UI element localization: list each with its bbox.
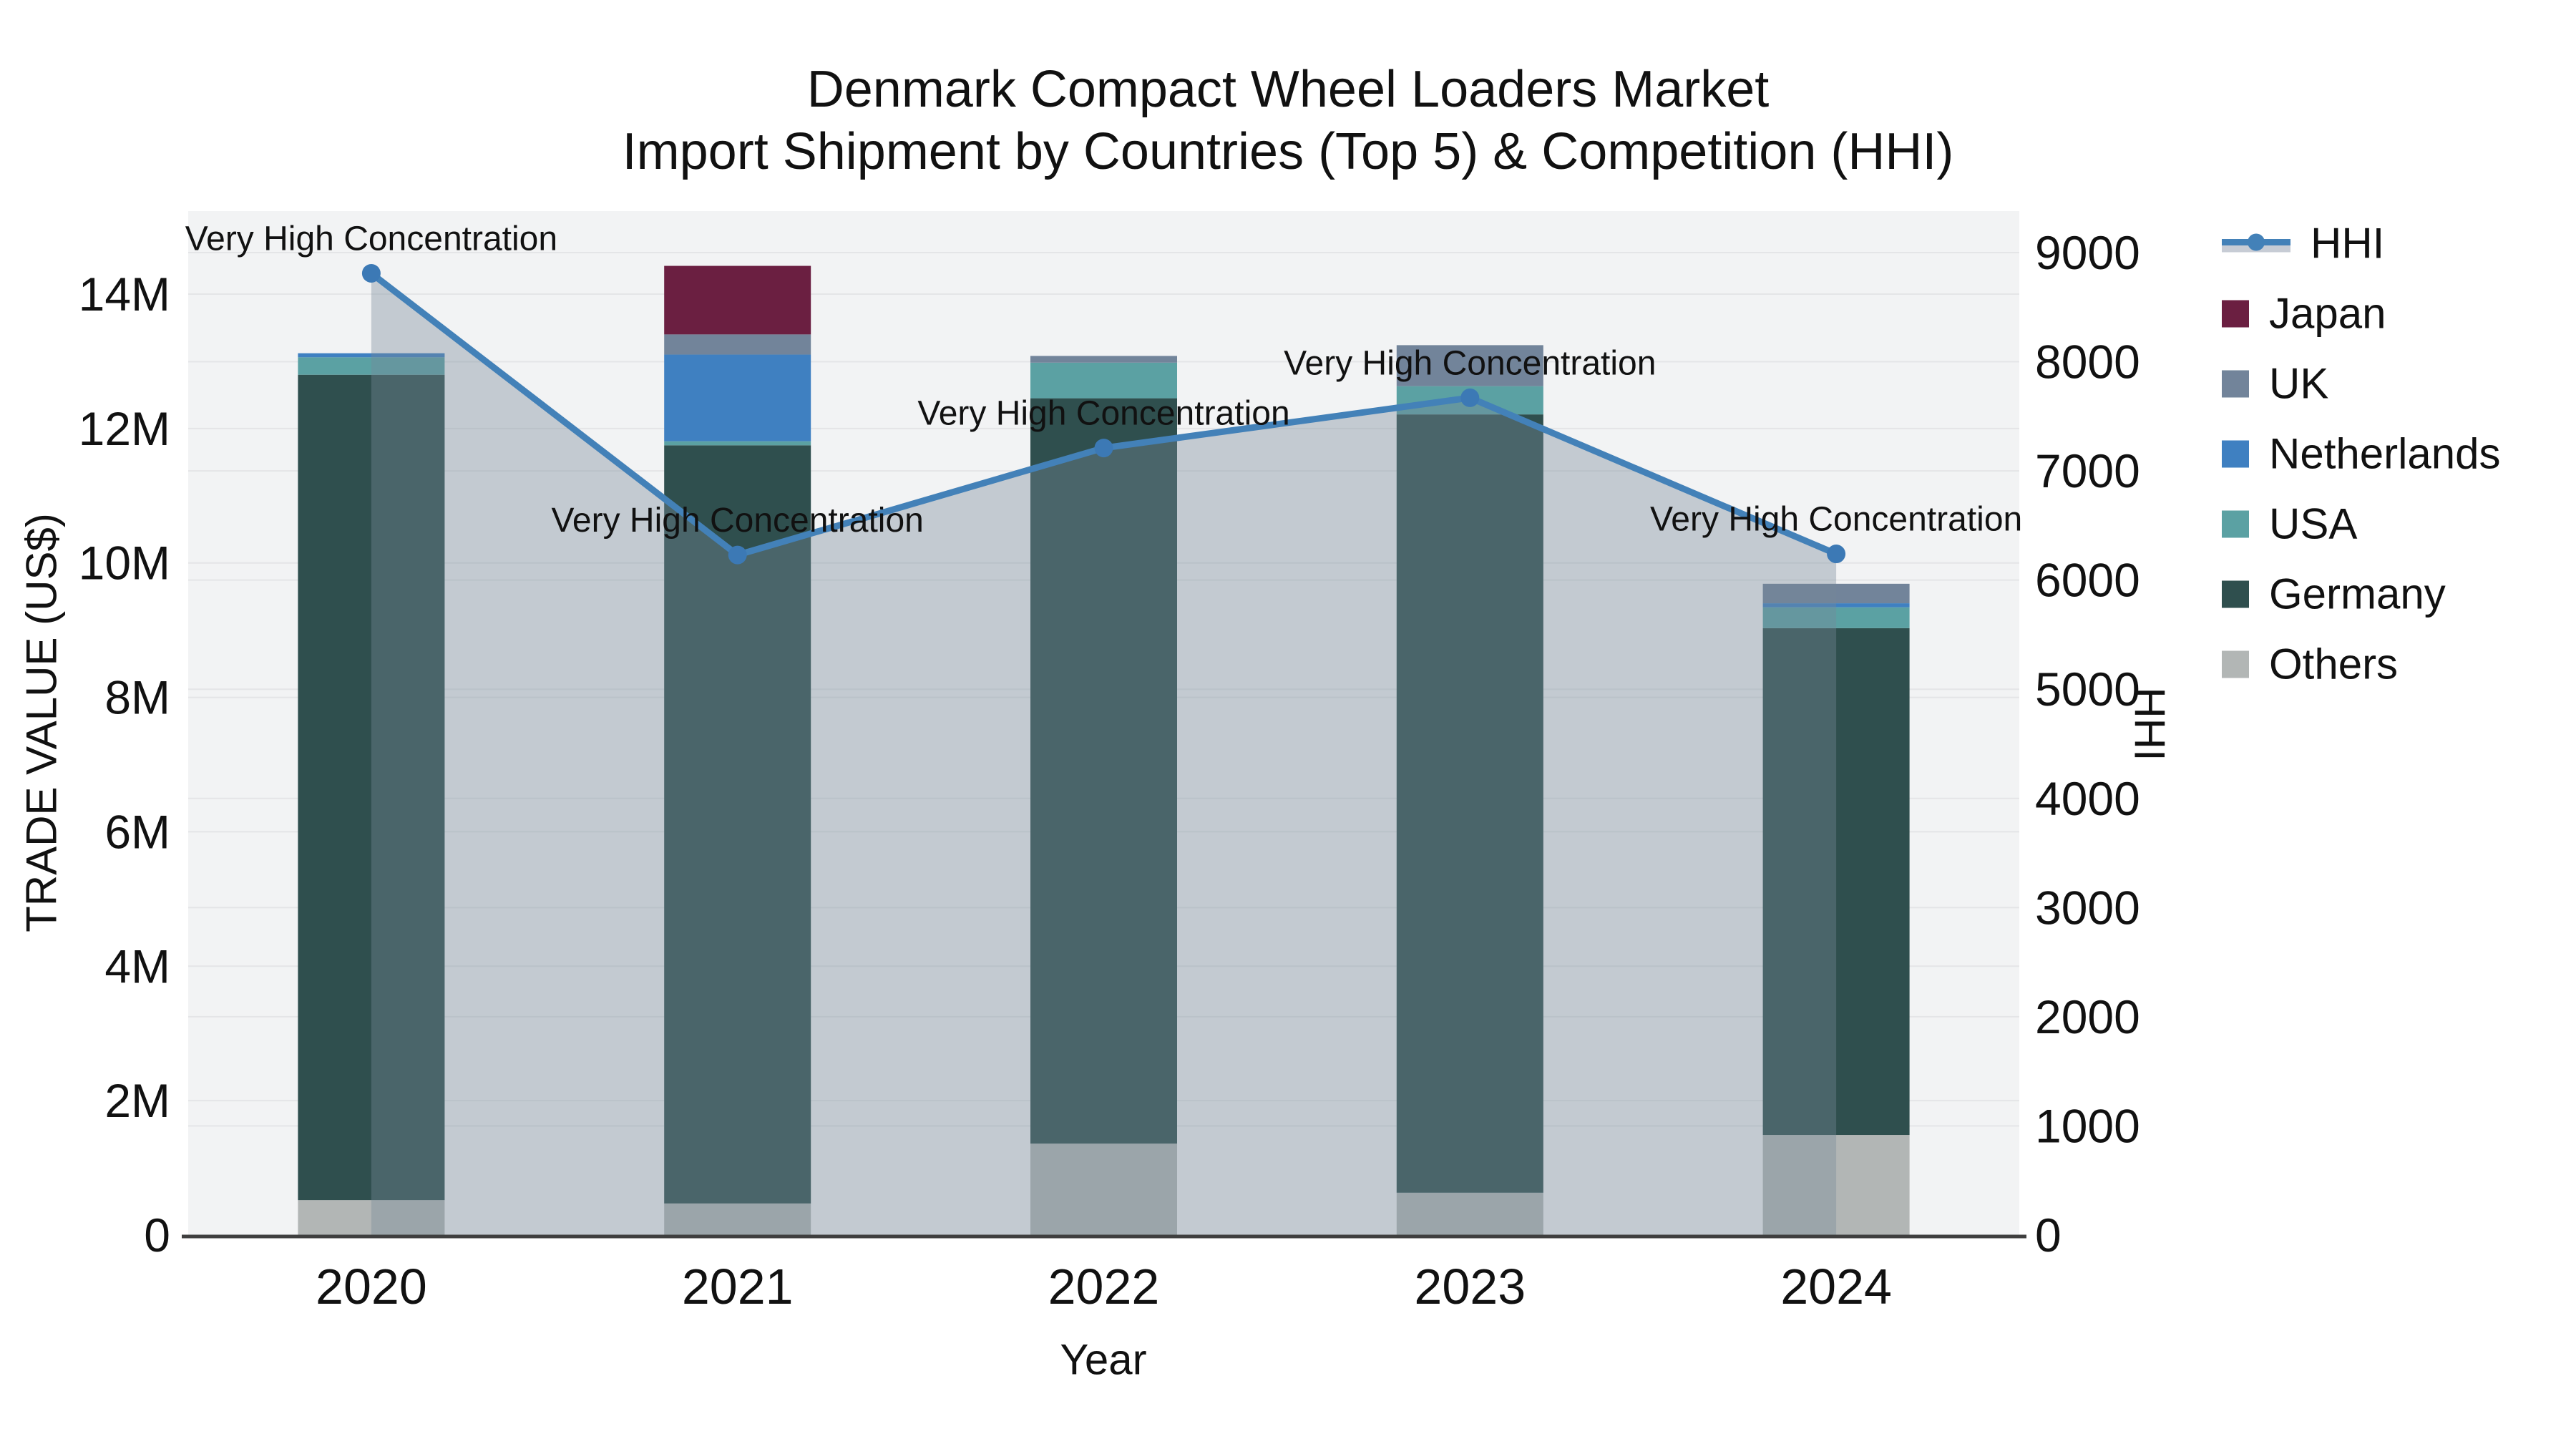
legend-swatch-icon [2222, 370, 2249, 397]
x-tick-2020: 2020 [316, 1259, 427, 1314]
y-right-tick-2000: 2000 [2035, 990, 2140, 1043]
bar-segment-others-2024[interactable] [1762, 1135, 1910, 1235]
bar-segment-uk-2023[interactable] [1396, 345, 1543, 386]
bar-segment-usa-2021[interactable] [664, 441, 811, 446]
bar-segment-germany-2022[interactable] [1030, 398, 1177, 1144]
y-right-tick-7000: 7000 [2035, 444, 2140, 497]
legend-item-germany[interactable]: Germany [2222, 570, 2446, 619]
annotation-2021: Very High Concentration [552, 502, 924, 540]
legend-label: USA [2269, 499, 2358, 548]
y-left-tick-4M: 4M [104, 940, 170, 992]
hhi-marker-2021[interactable] [728, 545, 747, 565]
y-right-tick-1000: 1000 [2035, 1099, 2140, 1152]
legend-item-netherlands[interactable]: Netherlands [2222, 429, 2501, 479]
y-left-tick-0: 0 [144, 1209, 170, 1262]
legend-label: Others [2269, 640, 2399, 688]
bar-segment-germany-2024[interactable] [1762, 628, 1910, 1136]
hhi-marker-2024[interactable] [1827, 545, 1846, 564]
legend-item-uk[interactable]: UK [2222, 359, 2328, 409]
legend-label: Netherlands [2269, 429, 2501, 478]
annotation-2020: Very High Concentration [185, 220, 557, 258]
bar-segment-usa-2024[interactable] [1762, 607, 1910, 628]
legend-swatch-icon [2222, 580, 2249, 608]
legend-swatch-icon [2222, 300, 2249, 327]
bar-segment-uk-2024[interactable] [1762, 583, 1910, 604]
bar-segment-netherlands-2021[interactable] [664, 354, 811, 441]
hhi-marker-2020[interactable] [361, 263, 381, 283]
legend-swatch-icon [2222, 650, 2249, 678]
hhi-marker-2022[interactable] [1094, 439, 1113, 458]
y-right-tick-4000: 4000 [2035, 772, 2140, 825]
y-right-tick-6000: 6000 [2035, 554, 2140, 607]
y-right-tick-5000: 5000 [2035, 663, 2140, 716]
legend-item-others[interactable]: Others [2222, 640, 2398, 689]
y-left-tick-10M: 10M [79, 537, 170, 590]
x-tick-2023: 2023 [1414, 1259, 1526, 1314]
bar-segment-usa-2020[interactable] [298, 357, 445, 375]
legend-label: UK [2269, 359, 2329, 408]
bar-segment-others-2020[interactable] [298, 1200, 445, 1235]
bar-segment-uk-2021[interactable] [664, 334, 811, 355]
y-right-tick-8000: 8000 [2035, 336, 2140, 389]
annotation-2023: Very High Concentration [1284, 344, 1656, 382]
y-right-axis-title: HHI [2125, 687, 2174, 761]
y-left-tick-2M: 2M [104, 1074, 170, 1127]
hhi-line-swatch-icon [2222, 233, 2290, 252]
legend-label: Japan [2269, 289, 2386, 338]
y-right-tick-3000: 3000 [2035, 881, 2140, 934]
legend-label: HHI [2311, 219, 2385, 268]
legend-label: Germany [2269, 570, 2446, 618]
x-axis-title: Year [1060, 1335, 1147, 1384]
chart-title-line2: Import Shipment by Countries (Top 5) & C… [622, 123, 1954, 180]
bar-segment-germany-2021[interactable] [664, 445, 811, 1204]
chart-title-line1: Denmark Compact Wheel Loaders Market [806, 61, 1770, 118]
bar-segment-germany-2020[interactable] [298, 374, 445, 1201]
y-right-tick-0: 0 [2035, 1209, 2062, 1262]
bar-segment-others-2022[interactable] [1030, 1143, 1177, 1235]
y-left-tick-12M: 12M [79, 402, 170, 455]
y-left-tick-8M: 8M [104, 671, 170, 724]
x-tick-2021: 2021 [682, 1259, 794, 1314]
annotation-2022: Very High Concentration [917, 395, 1289, 433]
y-right-tick-9000: 9000 [2035, 226, 2140, 279]
bar-segment-germany-2023[interactable] [1396, 414, 1543, 1193]
x-tick-2022: 2022 [1048, 1259, 1160, 1314]
legend-item-japan[interactable]: Japan [2222, 289, 2386, 338]
x-tick-2024: 2024 [1780, 1259, 1892, 1314]
legend-item-hhi[interactable]: HHI [2222, 219, 2384, 268]
annotation-2024: Very High Concentration [1650, 501, 2022, 539]
bar-segment-japan-2021[interactable] [664, 265, 811, 335]
bar-segment-usa-2022[interactable] [1030, 362, 1177, 399]
hhi-area [371, 273, 1837, 1235]
y-left-tick-6M: 6M [104, 805, 170, 858]
legend-swatch-icon [2222, 510, 2249, 537]
bar-segment-others-2021[interactable] [664, 1203, 811, 1235]
y-left-tick-14M: 14M [79, 268, 170, 321]
legend-item-usa[interactable]: USA [2222, 499, 2357, 549]
legend-swatch-icon [2222, 440, 2249, 467]
bar-segment-netherlands-2020[interactable] [298, 353, 445, 358]
hhi-marker-2023[interactable] [1460, 388, 1480, 407]
bar-segment-others-2023[interactable] [1396, 1192, 1543, 1235]
bar-segment-netherlands-2024[interactable] [1762, 603, 1910, 608]
bar-segment-uk-2022[interactable] [1030, 356, 1177, 363]
y-left-axis-title: TRADE VALUE (US$) [17, 513, 66, 932]
